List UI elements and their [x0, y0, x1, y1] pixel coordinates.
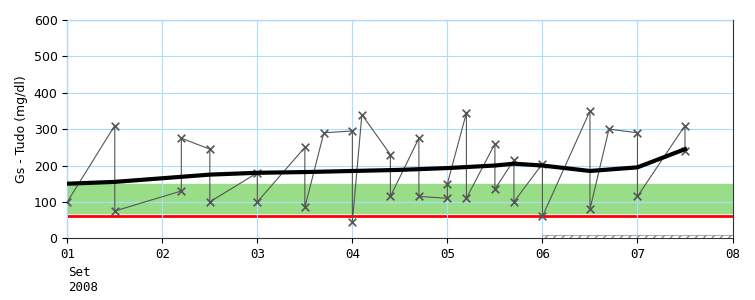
Point [175, 189, 187, 194]
Point [384, 152, 396, 157]
Point [603, 127, 615, 131]
Point [251, 170, 263, 175]
Point [631, 194, 643, 199]
Point [413, 136, 425, 141]
Bar [67, 184, 732, 213]
Point [204, 147, 216, 152]
Point [631, 130, 643, 135]
Point [461, 196, 473, 201]
Point [442, 196, 454, 201]
Point [347, 220, 359, 224]
Point [584, 109, 596, 113]
Point [204, 200, 216, 204]
Point [61, 200, 73, 204]
Point [384, 194, 396, 199]
Point [175, 136, 187, 141]
Point [508, 200, 520, 204]
Text: Set
2008: Set 2008 [68, 266, 98, 294]
Point [584, 207, 596, 212]
Point [299, 145, 311, 150]
Point [299, 205, 311, 210]
Point [536, 214, 548, 219]
Point [679, 123, 691, 128]
Point [356, 112, 368, 117]
Point [536, 161, 548, 166]
Point [251, 200, 263, 204]
Point [347, 129, 359, 134]
Point [489, 187, 501, 192]
Point [318, 130, 330, 135]
Point [413, 194, 425, 199]
Point [442, 181, 454, 186]
Bar [542, 236, 732, 238]
Point [489, 141, 501, 146]
Point [109, 123, 121, 128]
Point [679, 148, 691, 153]
Point [109, 208, 121, 213]
Point [508, 158, 520, 163]
Point [461, 110, 473, 115]
Y-axis label: Gs - Tudo (mg/dl): Gs - Tudo (mg/dl) [15, 75, 28, 183]
